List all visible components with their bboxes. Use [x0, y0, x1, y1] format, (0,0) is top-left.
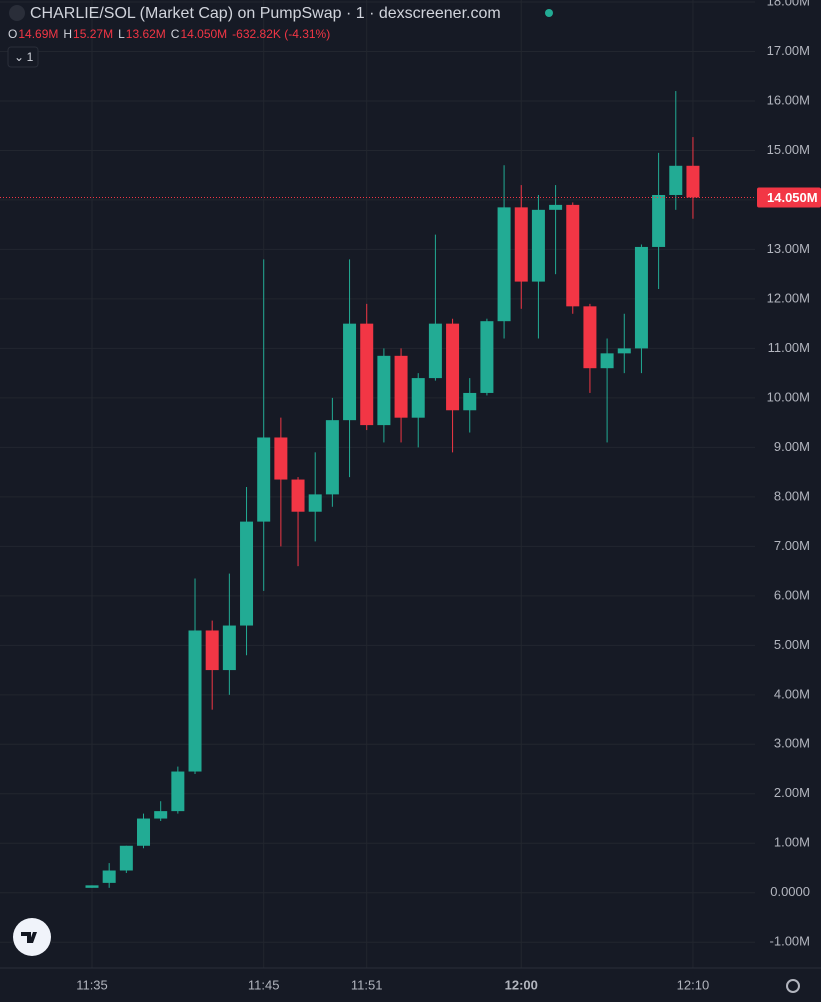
- interval-label: 1: [27, 50, 34, 64]
- y-tick-label: 10.00M: [767, 389, 810, 404]
- candle-body: [240, 521, 254, 626]
- y-tick-label: -1.00M: [770, 934, 810, 949]
- y-tick-label: 15.00M: [767, 142, 810, 157]
- candle-body: [600, 353, 614, 369]
- legend-value: 13.62M: [126, 27, 166, 41]
- candle-body: [497, 207, 511, 322]
- candle-body: [102, 870, 116, 883]
- candle-body: [634, 246, 648, 349]
- x-tick-label: 11:51: [351, 977, 383, 992]
- interval-caret: ⌄: [14, 50, 24, 64]
- candle-body: [308, 494, 322, 512]
- candle-body: [205, 630, 219, 671]
- candle-body: [617, 348, 631, 354]
- interval-button[interactable]: [7, 46, 39, 68]
- chart-title: CHARLIE/SOL (Market Cap) on PumpSwap · 1…: [30, 5, 501, 22]
- candle-body: [394, 355, 408, 418]
- candle-body: [222, 625, 236, 671]
- x-tick-label: 12:10: [677, 977, 710, 992]
- candle-body: [463, 392, 477, 411]
- candle-body: [360, 323, 374, 426]
- ohlc-legend: O 14.69M H 15.27M L 13.62M C 14.050M -632.82K (-…: [8, 27, 330, 41]
- candle-body: [171, 771, 185, 812]
- y-tick-label: 3.00M: [774, 736, 810, 751]
- y-tick-label: 0.0000: [770, 884, 810, 899]
- settings-icon[interactable]: [786, 979, 800, 993]
- candle-body: [85, 885, 99, 888]
- legend-value: 14.050M: [180, 27, 227, 41]
- plot: [85, 91, 700, 888]
- y-tick-label: 16.00M: [767, 92, 810, 107]
- y-tick-label: 8.00M: [774, 488, 810, 503]
- y-tick-label: 17.00M: [767, 43, 810, 58]
- candle-body: [428, 323, 442, 379]
- last-price-badge: [757, 187, 821, 208]
- candle-body: [343, 323, 357, 421]
- y-tick-label: 18.00M: [767, 0, 810, 8]
- y-tick-label: 5.00M: [774, 637, 810, 652]
- candle-body: [377, 355, 391, 426]
- candle-body: [325, 420, 339, 495]
- candle-body: [411, 378, 425, 418]
- y-tick-label: 4.00M: [774, 686, 810, 701]
- candle-body: [137, 818, 151, 846]
- legend-value: 14.69M: [18, 27, 58, 41]
- last-price-label: 14.050M: [767, 190, 818, 205]
- legend-key: H: [63, 27, 72, 41]
- candle-body: [188, 630, 202, 772]
- candle-body: [514, 207, 528, 282]
- x-tick-label: 11:45: [248, 977, 280, 992]
- candle-body: [291, 479, 305, 512]
- legend-value: 15.27M: [73, 27, 113, 41]
- y-tick-label: 7.00M: [774, 538, 810, 553]
- y-tick-label: 6.00M: [774, 587, 810, 602]
- candle-body: [274, 437, 288, 480]
- candle-body: [480, 321, 494, 393]
- legend-key: O: [8, 27, 17, 41]
- token-icon: [9, 5, 25, 21]
- y-tick-label: 2.00M: [774, 785, 810, 800]
- candle-body: [257, 437, 271, 522]
- candle-body: [583, 306, 597, 369]
- legend-key: L: [118, 27, 125, 41]
- x-tick-label: 11:35: [76, 977, 108, 992]
- candle-body: [686, 165, 700, 198]
- legend-key: C: [171, 27, 180, 41]
- y-tick-label: 1.00M: [774, 835, 810, 850]
- candle-body: [119, 845, 133, 871]
- y-tick-label: 11.00M: [768, 340, 810, 355]
- status-dot: [545, 9, 553, 17]
- y-tick-label: 9.00M: [774, 439, 810, 454]
- candle-body: [652, 194, 666, 247]
- candle-body: [446, 323, 460, 411]
- logo-mark: [21, 932, 37, 943]
- candle-body: [669, 165, 683, 195]
- y-tick-label: 13.00M: [767, 241, 810, 256]
- candle-body: [154, 811, 168, 819]
- candle-body: [566, 204, 580, 307]
- candle-body: [549, 204, 563, 210]
- legend-change: -632.82K (-4.31%): [232, 27, 330, 41]
- x-tick-label: 12:00: [505, 977, 538, 992]
- candle-body: [531, 209, 545, 282]
- y-tick-label: 12.00M: [767, 290, 810, 305]
